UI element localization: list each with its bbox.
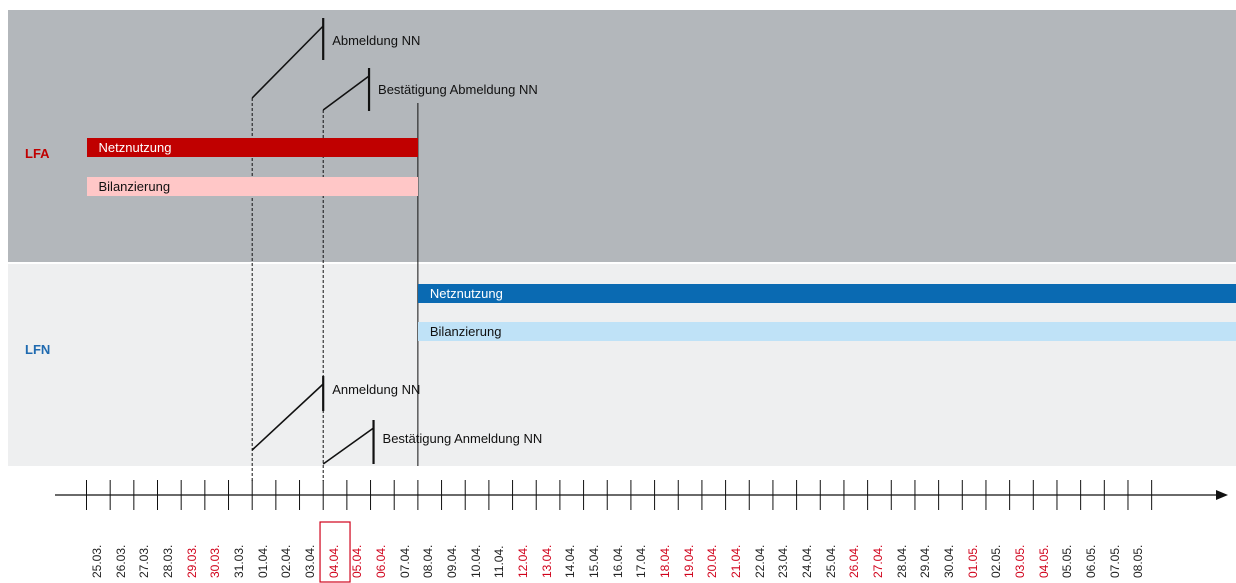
lfa-bilanzierung-bar: Bilanzierung: [86, 177, 418, 196]
date-label: 11.04.: [492, 545, 507, 578]
date-label: 01.04.: [255, 544, 270, 578]
date-label: 30.03.: [208, 544, 223, 578]
date-label: 07.05.: [1107, 544, 1122, 578]
date-label: 29.03.: [184, 544, 199, 578]
date-label: 10.04.: [468, 544, 483, 578]
axis-arrowhead: [1216, 490, 1228, 500]
date-label: 28.04.: [894, 544, 909, 578]
date-label: 14.04.: [563, 544, 578, 578]
bestaetigung-anmeldung-label: Bestätigung Anmeldung NN: [382, 431, 543, 446]
date-label: 23.04.: [776, 544, 791, 578]
milestone-arrow-line: [251, 383, 324, 451]
highlighted-date-box: [319, 521, 351, 583]
milestone-arrow-line: [251, 25, 324, 99]
date-label: 24.04.: [800, 544, 815, 578]
date-label: 05.04.: [350, 544, 365, 578]
date-label: 27.04.: [871, 544, 886, 578]
milestone-shapes: [251, 18, 375, 465]
date-label: 27.03.: [137, 544, 152, 578]
date-label: 26.04.: [847, 544, 862, 578]
date-label: 21.04.: [729, 544, 744, 578]
lfn-label: LFN: [25, 342, 51, 357]
date-label: 04.04.: [326, 544, 341, 578]
date-label: 09.04.: [445, 544, 460, 578]
date-label: 31.03.: [232, 544, 247, 578]
date-label: 19.04.: [681, 544, 696, 578]
date-label: 17.04.: [634, 544, 649, 578]
milestone-arrow-line: [322, 427, 375, 465]
date-label: 07.04.: [397, 544, 412, 578]
date-label: 28.03.: [161, 544, 175, 578]
milestone-arrow-line: [322, 75, 370, 111]
date-label: 26.03.: [113, 544, 128, 578]
date-label: 05.05.: [1060, 544, 1075, 578]
date-label: 29.04.: [918, 544, 933, 578]
date-label: 22.04.: [752, 544, 767, 578]
date-label: 01.05.: [965, 544, 980, 578]
date-label: 02.05.: [989, 544, 1004, 578]
time-axis: [55, 480, 1228, 510]
date-label: 30.04.: [942, 544, 957, 578]
date-label: 12.04.: [516, 544, 531, 578]
date-label: 20.04.: [705, 544, 720, 578]
lfa-label: LFA: [25, 146, 50, 161]
date-label: 25.04.: [823, 544, 838, 578]
date-label: 06.04.: [374, 544, 389, 578]
date-label: 08.05.: [1131, 544, 1146, 578]
date-label: 16.04.: [610, 544, 625, 578]
date-label: 08.04.: [421, 544, 436, 578]
anmeldung-label: Anmeldung NN: [332, 382, 421, 397]
date-label: 06.05.: [1084, 544, 1099, 578]
date-label: 15.04.: [587, 544, 602, 578]
date-label: 03.04.: [303, 544, 318, 578]
abmeldung-label: Abmeldung NN: [332, 33, 421, 48]
date-label: 13.04.: [539, 544, 554, 578]
date-label: 03.05.: [1013, 544, 1028, 578]
date-label: 04.05.: [1036, 544, 1051, 578]
date-label: 25.03.: [90, 544, 104, 578]
lfa-netznutzung-bar: Netznutzung: [86, 138, 418, 157]
lfa-band: [8, 10, 1236, 262]
date-label: 02.04.: [279, 544, 294, 578]
lfn-netznutzung-bar: Netznutzung: [417, 284, 1236, 303]
date-label: 18.04.: [658, 544, 673, 578]
lfn-bilanzierung-bar: Bilanzierung: [417, 322, 1236, 341]
bestaetigung-abmeldung-label: Bestätigung Abmeldung NN: [378, 82, 538, 97]
